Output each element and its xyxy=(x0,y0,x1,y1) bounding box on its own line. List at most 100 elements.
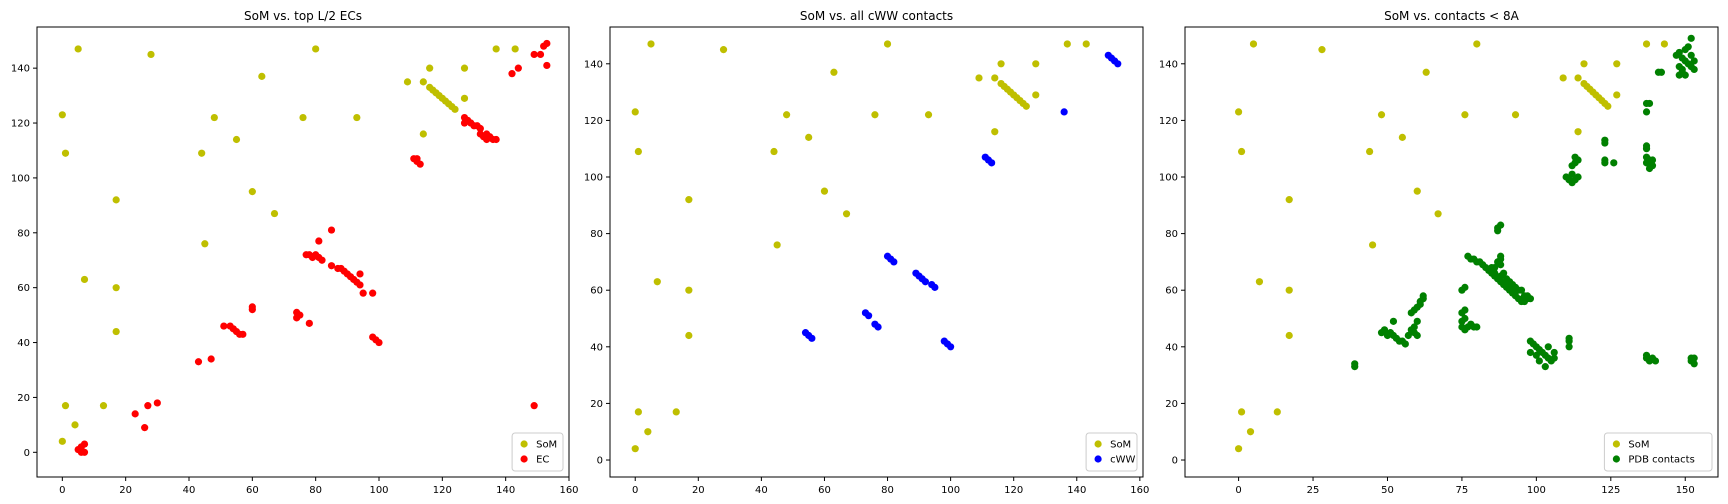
y-tick-label: 20 xyxy=(17,393,30,404)
legend-label: SoM xyxy=(536,440,557,451)
data-point xyxy=(460,94,469,102)
data-point xyxy=(1389,317,1398,325)
data-point xyxy=(1246,428,1255,436)
data-point xyxy=(1234,445,1243,453)
series-som xyxy=(58,45,519,445)
data-point xyxy=(315,237,323,245)
data-point xyxy=(1497,252,1505,260)
data-point xyxy=(1285,286,1293,294)
data-point xyxy=(1063,40,1071,48)
data-point xyxy=(991,128,999,136)
y-tick-label: 120 xyxy=(11,119,30,130)
data-point xyxy=(312,45,320,53)
data-point xyxy=(1544,343,1552,351)
data-point xyxy=(112,284,120,292)
data-point xyxy=(1413,331,1421,340)
series-som xyxy=(631,40,1090,453)
data-point xyxy=(1366,147,1374,156)
data-point xyxy=(1675,71,1683,79)
data-point xyxy=(1368,241,1377,249)
plot-frame xyxy=(1184,26,1719,478)
data-point xyxy=(921,278,929,286)
data-point xyxy=(451,105,459,113)
x-tick-label: 20 xyxy=(119,485,132,496)
scatter-panel-2: SoM vs. all cWW contacts 0 20 40 60 80 100 120 1… xyxy=(584,9,1149,496)
x-tick-label: 60 xyxy=(246,485,259,496)
data-point xyxy=(356,281,364,289)
data-point xyxy=(1574,173,1582,181)
series-pdb-contacts xyxy=(1351,34,1698,371)
x-tick-label: 120 xyxy=(1004,485,1023,496)
x-tick-label: 0 xyxy=(59,485,65,496)
data-point xyxy=(1684,43,1692,51)
data-point xyxy=(1657,68,1666,76)
data-point xyxy=(631,108,639,116)
data-point xyxy=(1488,263,1496,272)
data-point xyxy=(99,402,108,410)
y-tick-label: 120 xyxy=(1159,116,1178,127)
data-point xyxy=(1494,258,1502,266)
x-tick-label: 20 xyxy=(692,485,705,496)
data-point xyxy=(258,72,266,80)
legend-marker xyxy=(1612,440,1620,448)
data-point xyxy=(1526,348,1535,357)
data-point xyxy=(1613,60,1621,68)
y-tick-label: 20 xyxy=(1165,399,1178,410)
data-point xyxy=(1419,292,1427,300)
data-point xyxy=(830,68,838,76)
data-point xyxy=(653,278,661,286)
data-point xyxy=(1273,408,1281,416)
x-tick-label: 140 xyxy=(1067,485,1086,496)
data-point xyxy=(543,61,551,70)
data-point xyxy=(1574,74,1582,82)
y-tick-label: 100 xyxy=(11,173,30,184)
y-tick-label: 40 xyxy=(17,338,30,349)
data-point xyxy=(931,283,939,291)
data-point xyxy=(239,330,247,338)
legend-label: PDB contacts xyxy=(1628,455,1694,466)
data-point xyxy=(975,74,983,82)
legend-label: SoM xyxy=(1628,440,1649,451)
series-cww xyxy=(801,51,1122,351)
legend-marker xyxy=(1094,455,1102,463)
data-point xyxy=(1642,351,1651,359)
x-tick-label: 0 xyxy=(1235,485,1241,496)
data-point xyxy=(1404,331,1412,340)
x-tick-label: 160 xyxy=(1130,485,1149,496)
data-point xyxy=(947,343,955,351)
data-point xyxy=(1687,354,1695,362)
data-point xyxy=(61,149,70,157)
data-point xyxy=(1500,269,1508,277)
data-point xyxy=(74,45,82,53)
data-point xyxy=(1237,147,1246,156)
x-tick-label: 25 xyxy=(1307,485,1320,496)
data-point xyxy=(1413,187,1421,195)
x-tick-label: 125 xyxy=(1601,485,1620,496)
x-tick-label: 40 xyxy=(183,485,196,496)
data-point xyxy=(631,445,639,453)
data-point xyxy=(210,113,218,122)
data-point xyxy=(719,46,728,54)
x-tick-label: 0 xyxy=(632,485,638,496)
data-point xyxy=(1601,156,1609,164)
data-point xyxy=(820,187,829,195)
data-point xyxy=(375,338,383,347)
data-point xyxy=(1565,343,1573,351)
data-point xyxy=(416,160,424,168)
data-point xyxy=(1541,363,1549,371)
data-point xyxy=(508,70,516,78)
x-tick-label: 40 xyxy=(755,485,768,496)
data-point xyxy=(419,78,427,86)
data-point xyxy=(644,428,652,436)
data-point xyxy=(1285,331,1293,340)
panel-title: SoM vs. top L/2 ECs xyxy=(244,9,362,23)
x-tick-label: 100 xyxy=(941,485,960,496)
data-point xyxy=(1491,269,1499,277)
data-point xyxy=(530,402,538,410)
data-point xyxy=(1681,71,1689,79)
data-point xyxy=(874,323,882,331)
data-point xyxy=(153,399,161,407)
x-tick-label: 80 xyxy=(881,485,894,496)
data-point xyxy=(1032,60,1040,68)
data-point xyxy=(198,149,206,157)
